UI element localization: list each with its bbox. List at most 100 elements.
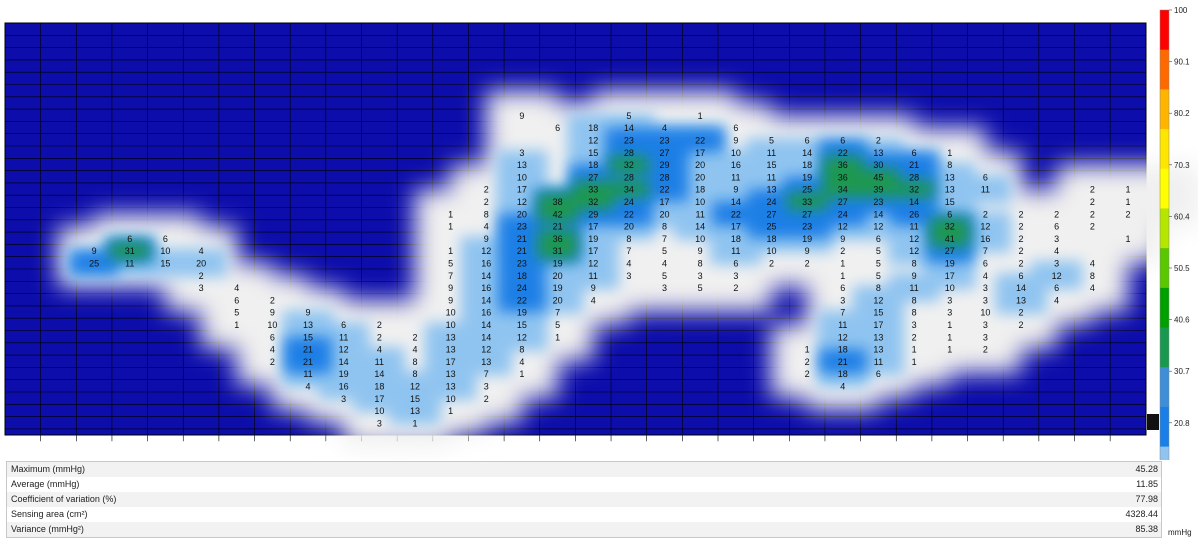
cell-value-label: 1: [448, 222, 453, 232]
colorbar-band: [1160, 248, 1169, 289]
cell-value-label: 2: [805, 369, 810, 379]
cell-value-label: 13: [446, 345, 456, 355]
cell-value-label: 6: [270, 332, 275, 342]
cell-value-label: 17: [945, 271, 955, 281]
cell-value-label: 17: [446, 357, 456, 367]
cell-value-label: 8: [412, 357, 417, 367]
cell-value-label: 29: [660, 160, 670, 170]
cell-value-label: 15: [410, 394, 420, 404]
cell-value-label: 3: [662, 283, 667, 293]
cell-value-label: 12: [909, 246, 919, 256]
cell-value-label: 18: [588, 160, 598, 170]
cell-value-label: 4: [484, 222, 489, 232]
cell-value-label: 15: [873, 308, 883, 318]
cell-value-label: 19: [588, 234, 598, 244]
cell-value-label: 1: [947, 148, 952, 158]
cell-value-label: 10: [766, 246, 776, 256]
cell-value-label: 28: [624, 148, 634, 158]
cell-value-label: 6: [1019, 271, 1024, 281]
cell-value-label: 8: [412, 369, 417, 379]
cell-value-label: 6: [947, 209, 952, 219]
cell-value-label: 7: [662, 234, 667, 244]
cell-value-label: 4: [626, 259, 631, 269]
cell-value-label: 22: [517, 295, 527, 305]
cell-value-label: 7: [983, 246, 988, 256]
contour-blob: [700, 263, 772, 312]
cell-value-label: 9: [306, 308, 311, 318]
cell-value-label: 12: [1052, 271, 1062, 281]
cell-value-label: 9: [484, 234, 489, 244]
cell-value-label: 2: [1019, 259, 1024, 269]
cell-value-label: 18: [838, 369, 848, 379]
cell-value-label: 2: [840, 246, 845, 256]
cell-value-label: 2: [876, 136, 881, 146]
cell-value-label: 25: [89, 259, 99, 269]
cell-value-label: 5: [876, 259, 881, 269]
cell-value-label: 3: [733, 271, 738, 281]
colorbar-tick-label: 90.1: [1174, 58, 1190, 67]
cell-value-label: 23: [517, 222, 527, 232]
cell-value-label: 13: [873, 148, 883, 158]
cell-value-label: 6: [555, 123, 560, 133]
cell-value-label: 2: [983, 345, 988, 355]
cell-value-label: 11: [981, 185, 990, 195]
cell-value-label: 23: [802, 222, 812, 232]
pressure-heatmap: 9 5 16 18 14 4 612 23 23 22 9 5 6 6 23 15 28 27 17 10 11 14 22…: [4, 6, 1198, 460]
stat-label: Average (mmHg): [11, 479, 80, 489]
cell-value-label: 10: [980, 308, 990, 318]
contour-blob: [537, 230, 578, 247]
cell-value-label: 12: [838, 332, 848, 342]
cell-value-label: 2: [769, 259, 774, 269]
cell-value-label: 21: [303, 357, 313, 367]
cell-value-label: 2: [1125, 209, 1130, 219]
cell-value-label: 23: [660, 136, 670, 146]
cell-value-label: 20: [695, 172, 705, 182]
cell-value-label: 13: [410, 406, 420, 416]
cell-value-label: 5: [555, 320, 560, 330]
cell-value-label: 18: [374, 382, 384, 392]
cell-value-label: 6: [805, 136, 810, 146]
cell-value-label: 30: [873, 160, 883, 170]
cell-value-label: 10: [446, 320, 456, 330]
cell-value-label: 4: [662, 123, 667, 133]
cell-value-label: 14: [481, 332, 491, 342]
cell-value-label: 18: [588, 123, 598, 133]
cell-value-label: 6: [912, 148, 917, 158]
cell-value-label: 15: [945, 197, 955, 207]
cell-value-label: 3: [983, 320, 988, 330]
cell-value-label: 18: [731, 234, 741, 244]
cell-value-label: 9: [805, 246, 810, 256]
cell-value-label: 3: [947, 295, 952, 305]
cell-value-label: 11: [909, 283, 918, 293]
cell-value-label: 12: [410, 382, 420, 392]
cell-value-label: 12: [481, 246, 491, 256]
cell-value-label: 11: [838, 320, 847, 330]
cell-value-label: 6: [1054, 222, 1059, 232]
contour-blob: [537, 193, 578, 210]
cell-value-label: 2: [805, 357, 810, 367]
contour-blob: [894, 180, 934, 198]
cell-value-label: 7: [555, 308, 560, 318]
cell-value-label: 34: [624, 185, 634, 195]
cell-value-label: 9: [912, 271, 917, 281]
contour-blob: [710, 236, 762, 265]
cell-value-label: 11: [767, 172, 776, 182]
cell-value-label: 2: [270, 357, 275, 367]
cell-value-label: 11: [375, 357, 384, 367]
cell-value-label: 2: [1090, 209, 1095, 219]
colorbar-band: [1160, 287, 1169, 329]
cell-value-label: 5: [769, 136, 774, 146]
cell-value-label: 11: [731, 172, 740, 182]
cell-value-label: 13: [446, 332, 456, 342]
cell-value-label: 24: [624, 197, 634, 207]
cell-value-label: 13: [945, 185, 955, 195]
colorbar-band: [1160, 327, 1169, 368]
cell-value-label: 20: [553, 271, 563, 281]
cell-value-label: 19: [517, 308, 527, 318]
cell-value-label: 8: [912, 259, 917, 269]
colorbar-tick-label: 70.3: [1174, 161, 1190, 170]
cell-value-label: 12: [873, 295, 883, 305]
cell-value-label: 11: [696, 209, 705, 219]
cell-value-label: 4: [270, 345, 275, 355]
cell-value-label: 27: [588, 172, 598, 182]
